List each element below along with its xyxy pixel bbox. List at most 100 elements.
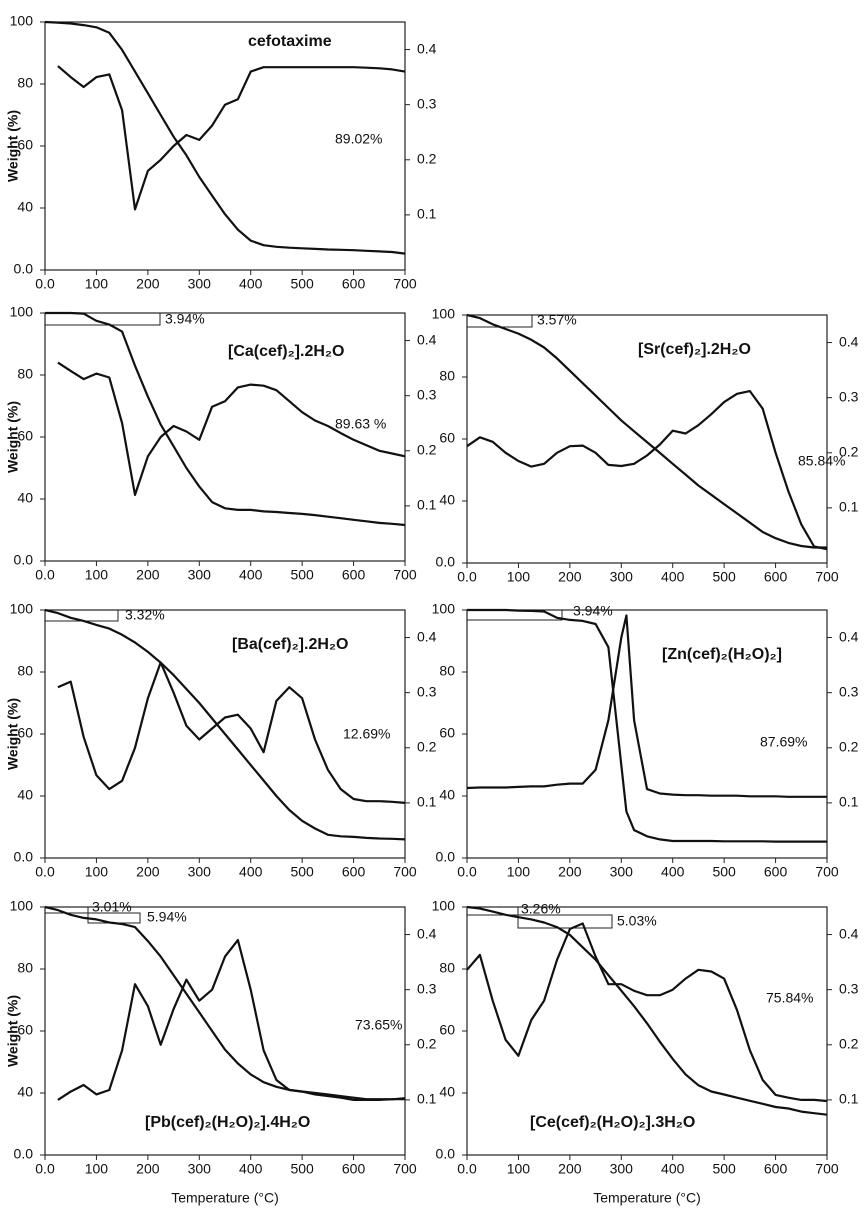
dtg-curve — [466, 390, 828, 551]
x-tick-label: 400 — [239, 276, 263, 292]
x-tick-label: 700 — [393, 567, 417, 583]
x-tick-label: 300 — [610, 569, 634, 585]
y-tick-label: 60 — [17, 725, 33, 741]
x-tick-label: 300 — [188, 276, 212, 292]
y-tick-label: 0.0 — [14, 849, 34, 865]
y-tick-label: 0.0 — [14, 552, 34, 568]
dtg-curve — [466, 614, 827, 798]
x-tick-label: 700 — [393, 276, 417, 292]
y-tick-label: 100 — [432, 306, 456, 322]
y-axis-title: Weight (%) — [5, 401, 21, 473]
compound-label: [Sr(cef)₂].2H₂O — [638, 341, 751, 358]
y-axis-title: Weight (%) — [5, 698, 21, 770]
x-tick-label: 500 — [712, 1161, 736, 1177]
y-tick-label: 0.0 — [436, 1146, 456, 1162]
x-tick-label: 200 — [558, 569, 582, 585]
x-tick-label: 600 — [764, 569, 788, 585]
y2-tick-label: 0.1 — [417, 794, 437, 810]
compound-label: [Ca(cef)₂].2H₂O — [228, 343, 344, 360]
y2-tick-label: 0.1 — [417, 497, 437, 513]
y2-tick-label: 0.3 — [417, 95, 437, 111]
y2-tick-label: 0.3 — [417, 980, 437, 996]
y-tick-label: 40 — [17, 787, 33, 803]
y2-tick-label: 0.4 — [417, 925, 437, 941]
x-tick-label: 100 — [507, 1161, 531, 1177]
y-tick-label: 80 — [439, 368, 455, 384]
y2-tick-label: 0.4 — [417, 331, 437, 347]
y-tick-label: 0.0 — [14, 1146, 34, 1162]
tg-curve — [466, 905, 828, 1116]
tg-curve — [467, 608, 827, 843]
annotation: 5.94% — [147, 909, 187, 925]
y-tick-label: 80 — [439, 960, 455, 976]
x-tick-label: 0.0 — [457, 569, 477, 585]
x-tick-label: 100 — [507, 864, 531, 880]
x-tick-label: 700 — [815, 1161, 839, 1177]
tg-curve — [45, 311, 406, 527]
dtg-curve — [466, 922, 828, 1103]
annotation: 75.84% — [766, 990, 813, 1006]
annotation: 89.63 % — [335, 416, 386, 432]
compound-label: [Zn(cef)₂(H₂O)₂] — [662, 646, 782, 663]
x-tick-label: 200 — [136, 1161, 160, 1177]
x-tick-label: 100 — [85, 567, 109, 583]
annotation: 73.65% — [355, 1017, 402, 1033]
annotation: 3.01% — [92, 899, 132, 915]
y-tick-label: 40 — [439, 787, 455, 803]
y-tick-label: 60 — [439, 1022, 455, 1038]
y2-tick-label: 0.2 — [839, 443, 859, 459]
y2-tick-label: 0.4 — [839, 333, 859, 349]
x-tick-label: 600 — [342, 864, 366, 880]
y-tick-label: 100 — [10, 13, 34, 29]
y-tick-label: 60 — [439, 725, 455, 741]
x-tick-label: 700 — [393, 1161, 417, 1177]
x-tick-label: 600 — [764, 1161, 788, 1177]
x-tick-label: 300 — [188, 567, 212, 583]
y2-tick-label: 0.1 — [417, 206, 437, 222]
y2-tick-label: 0.1 — [839, 1091, 859, 1107]
y-tick-label: 80 — [439, 663, 455, 679]
y-tick-label: 100 — [10, 898, 34, 914]
x-tick-label: 0.0 — [35, 864, 55, 880]
x-tick-label: 200 — [558, 864, 582, 880]
x-tick-label: 500 — [290, 567, 314, 583]
x-tick-label: 300 — [188, 1161, 212, 1177]
y2-tick-label: 0.4 — [839, 628, 859, 644]
plot-frame — [44, 312, 406, 562]
annotation: 3.94% — [165, 311, 205, 327]
y2-tick-label: 0.3 — [839, 683, 859, 699]
y2-tick-label: 0.4 — [417, 40, 437, 56]
x-tick-label: 500 — [290, 1161, 314, 1177]
y2-tick-label: 0.3 — [417, 386, 437, 402]
y-tick-label: 60 — [17, 137, 33, 153]
x-tick-label: 0.0 — [35, 276, 55, 292]
dtg-curve — [57, 939, 406, 1101]
x-tick-label: 500 — [290, 276, 314, 292]
y-tick-label: 80 — [17, 960, 33, 976]
annotation: 3.57% — [537, 312, 577, 328]
y-tick-label: 80 — [17, 663, 33, 679]
tg-curve — [44, 20, 406, 255]
dtg-curve — [57, 65, 406, 211]
compound-label: [Pb(cef)₂(H₂O)₂].4H₂O — [145, 1114, 310, 1131]
y2-tick-label: 0.2 — [417, 738, 437, 754]
x-tick-label: 100 — [85, 864, 109, 880]
y-tick-label: 100 — [10, 601, 34, 617]
x-tick-label: 100 — [507, 569, 531, 585]
x-tick-label: 600 — [764, 864, 788, 880]
y2-tick-label: 0.2 — [417, 150, 437, 166]
dtg-curve — [57, 661, 406, 804]
x-tick-label: 700 — [815, 864, 839, 880]
x-tick-label: 300 — [610, 1161, 634, 1177]
x-tick-label: 600 — [342, 567, 366, 583]
x-tick-label: 500 — [712, 864, 736, 880]
x-tick-label: 100 — [85, 1161, 109, 1177]
y-tick-label: 60 — [439, 430, 455, 446]
y-tick-label: 40 — [17, 490, 33, 506]
compound-label: [Ba(cef)₂].2H₂O — [232, 636, 348, 653]
tg-curve — [44, 905, 405, 1101]
y2-tick-label: 0.2 — [839, 1035, 859, 1051]
x-tick-label: 700 — [815, 569, 839, 585]
x-tick-label: 300 — [610, 864, 634, 880]
